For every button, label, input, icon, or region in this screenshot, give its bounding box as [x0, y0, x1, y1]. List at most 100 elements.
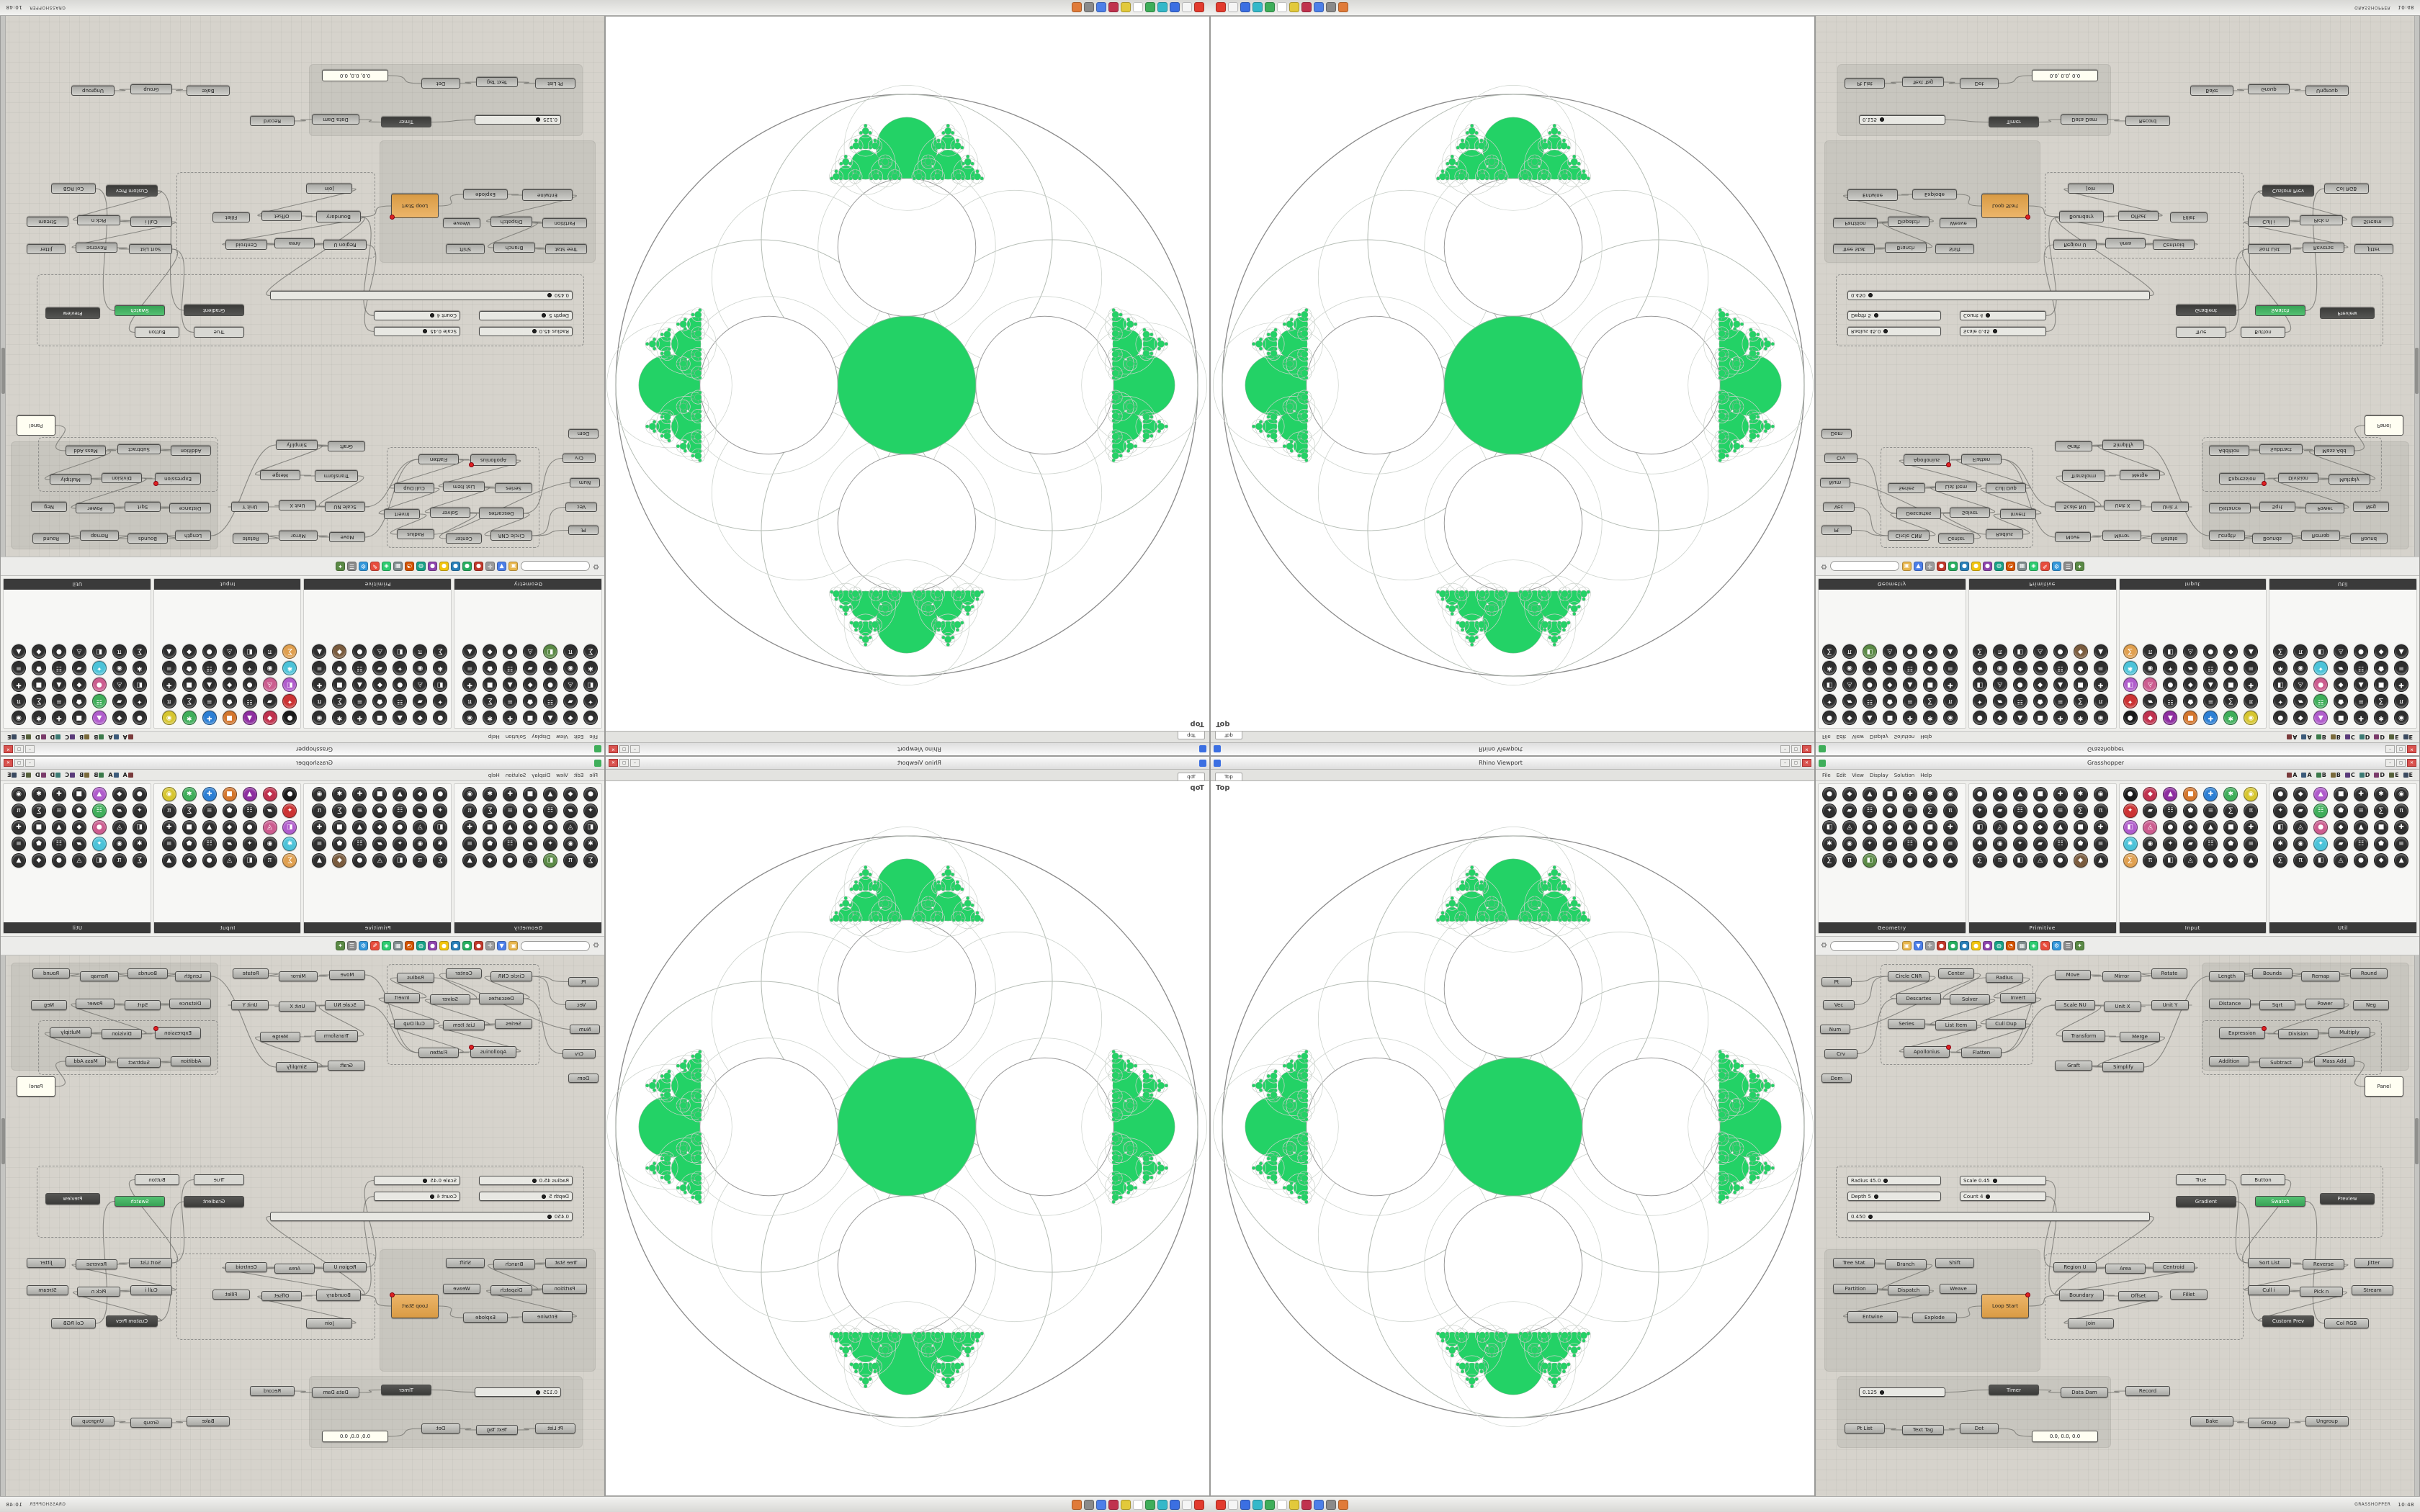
- component-icon[interactable]: ✦: [1822, 694, 1837, 708]
- toolbar-icon-14[interactable]: ☰: [347, 941, 357, 950]
- component-icon[interactable]: ∑: [31, 694, 46, 708]
- gh-node-addition[interactable]: Addition: [2209, 446, 2249, 456]
- component-icon[interactable]: ☷: [2053, 837, 2068, 851]
- toolbar-icon-10[interactable]: ▦: [2017, 562, 2027, 571]
- component-icon[interactable]: ☷: [503, 837, 518, 851]
- component-icon[interactable]: ◆: [2293, 787, 2308, 801]
- component-icon[interactable]: ✦: [433, 694, 448, 708]
- component-icon[interactable]: ⬟: [332, 837, 347, 851]
- component-icon[interactable]: ◆: [112, 787, 127, 801]
- component-icon[interactable]: π: [262, 853, 277, 868]
- gh-node-mirror[interactable]: Mirror: [2102, 531, 2141, 541]
- gh-node-transform[interactable]: Transform: [315, 470, 358, 482]
- taskbar-app-icon-5[interactable]: [1277, 1499, 1287, 1510]
- component-icon[interactable]: ≡: [2354, 694, 2369, 708]
- minimize-button[interactable]: –: [1780, 745, 1790, 753]
- gh-node-series[interactable]: Series: [1888, 483, 1925, 493]
- gh-node-explode[interactable]: Explode: [463, 189, 508, 199]
- gh-node-apollonius[interactable]: Apollonius: [469, 1045, 516, 1058]
- slider-knob[interactable]: [429, 1194, 434, 1199]
- component-icon[interactable]: ∑: [2073, 804, 2088, 818]
- close-button[interactable]: ✕: [609, 759, 618, 767]
- component-icon[interactable]: ●: [282, 787, 297, 801]
- component-icon[interactable]: ■: [2334, 787, 2349, 801]
- component-icon[interactable]: ☷: [2354, 661, 2369, 675]
- toolbar-icon-8[interactable]: ◍: [416, 941, 426, 950]
- component-icon[interactable]: ✚: [202, 787, 217, 801]
- gh-node-0-0-0-0-0-0[interactable]: 0.0, 0.0, 0.0: [2032, 1431, 2098, 1442]
- taskbar-app-icon-3[interactable]: [1252, 1499, 1263, 1510]
- component-icon[interactable]: ⬟: [71, 694, 86, 708]
- toolbar-icon-0[interactable]: ▣: [508, 562, 519, 571]
- component-icon[interactable]: ✱: [2223, 787, 2238, 801]
- gh-node-weave[interactable]: Weave: [1940, 1284, 1977, 1294]
- component-icon[interactable]: ✚: [503, 787, 518, 801]
- slider-knob[interactable]: [1986, 1194, 1991, 1199]
- component-icon[interactable]: ◬: [523, 853, 538, 868]
- component-icon[interactable]: ▰: [2143, 694, 2158, 708]
- component-icon[interactable]: ●: [202, 853, 217, 868]
- viewport-titlebar[interactable]: Rhino Viewport – ▢ ✕: [606, 742, 1209, 755]
- gh-node-length[interactable]: Length: [175, 531, 211, 541]
- toolbar-icon-11[interactable]: ◈: [382, 941, 392, 950]
- component-icon[interactable]: ◧: [91, 644, 107, 659]
- taskbar-app-icon-0[interactable]: [1216, 2, 1226, 13]
- component-icon[interactable]: ◉: [413, 661, 428, 675]
- component-icon[interactable]: ◬: [222, 853, 237, 868]
- gh-node-list-item[interactable]: List Item: [443, 1020, 485, 1030]
- gh-node-0-125[interactable]: 0.125: [1859, 115, 1945, 125]
- component-icon[interactable]: ◆: [31, 644, 46, 659]
- gh-node-pt[interactable]: Pt: [1821, 977, 1852, 986]
- component-icon[interactable]: π: [563, 644, 578, 659]
- gh-node-col-rgb[interactable]: Col RGB: [51, 184, 96, 194]
- taskbar-app-icon-4[interactable]: [1265, 2, 1275, 13]
- gh-node-ungroup[interactable]: Ungroup: [71, 86, 115, 96]
- component-icon[interactable]: ◬: [413, 678, 428, 692]
- component-icon[interactable]: ▰: [523, 837, 538, 851]
- menu-file[interactable]: File: [589, 772, 598, 778]
- toolbar-icon-7[interactable]: ●: [428, 562, 438, 571]
- component-icon[interactable]: ◆: [2183, 820, 2198, 834]
- gh-node-expression[interactable]: Expression: [2219, 473, 2267, 486]
- component-icon[interactable]: ▲: [91, 711, 107, 725]
- component-icon[interactable]: ◆: [2143, 787, 2158, 801]
- component-icon[interactable]: ✦: [393, 661, 408, 675]
- gh-node-sort-list[interactable]: Sort List: [129, 1258, 172, 1268]
- component-icon[interactable]: ●: [352, 644, 367, 659]
- gh-node-cull-dup[interactable]: Cull Dup: [1986, 1019, 2026, 1029]
- component-icon[interactable]: ▰: [413, 694, 428, 708]
- component-icon[interactable]: ◆: [112, 711, 127, 725]
- menu-view[interactable]: View: [556, 772, 568, 778]
- gh-node-simplify[interactable]: Simplify: [276, 1062, 318, 1072]
- gh-node-dot[interactable]: Dot: [421, 78, 460, 89]
- gh-node-button[interactable]: Button: [135, 327, 179, 338]
- component-icon[interactable]: ●: [282, 711, 297, 725]
- component-icon[interactable]: ☷: [2012, 804, 2027, 818]
- gh-node-power[interactable]: Power: [76, 999, 115, 1009]
- gh-node-shift[interactable]: Shift: [446, 1258, 485, 1268]
- component-icon[interactable]: ●: [242, 820, 257, 834]
- component-icon[interactable]: ◧: [1972, 820, 1987, 834]
- component-icon[interactable]: ■: [2033, 787, 2048, 801]
- component-icon[interactable]: ▰: [262, 804, 277, 818]
- gh-node-sort-list[interactable]: Sort List: [129, 244, 172, 254]
- taskbar-app-icon-8[interactable]: [1314, 1499, 1324, 1510]
- component-icon[interactable]: ◆: [182, 853, 197, 868]
- gh-node-bake[interactable]: Bake: [187, 86, 230, 96]
- component-icon[interactable]: ⬟: [1922, 661, 1937, 675]
- component-icon[interactable]: ◬: [563, 820, 578, 834]
- gh-node-mass-add[interactable]: Mass Add: [66, 1056, 106, 1066]
- component-icon[interactable]: ◆: [332, 644, 347, 659]
- component-icon[interactable]: ≡: [1902, 694, 1917, 708]
- toolbar-icon-12[interactable]: ✎: [2040, 562, 2050, 571]
- component-icon[interactable]: ◬: [2033, 853, 2048, 868]
- gh-node-weave[interactable]: Weave: [443, 1284, 480, 1294]
- toolbar-icon-6[interactable]: ●: [439, 562, 449, 571]
- component-icon[interactable]: ⬟: [222, 694, 237, 708]
- component-icon[interactable]: ◉: [312, 787, 327, 801]
- component-icon[interactable]: ◆: [2374, 644, 2389, 659]
- gh-node-tree-stat[interactable]: Tree Stat: [545, 244, 587, 254]
- component-icon[interactable]: ◉: [2093, 711, 2108, 725]
- component-icon[interactable]: ●: [433, 711, 448, 725]
- component-icon[interactable]: ✚: [2244, 678, 2259, 692]
